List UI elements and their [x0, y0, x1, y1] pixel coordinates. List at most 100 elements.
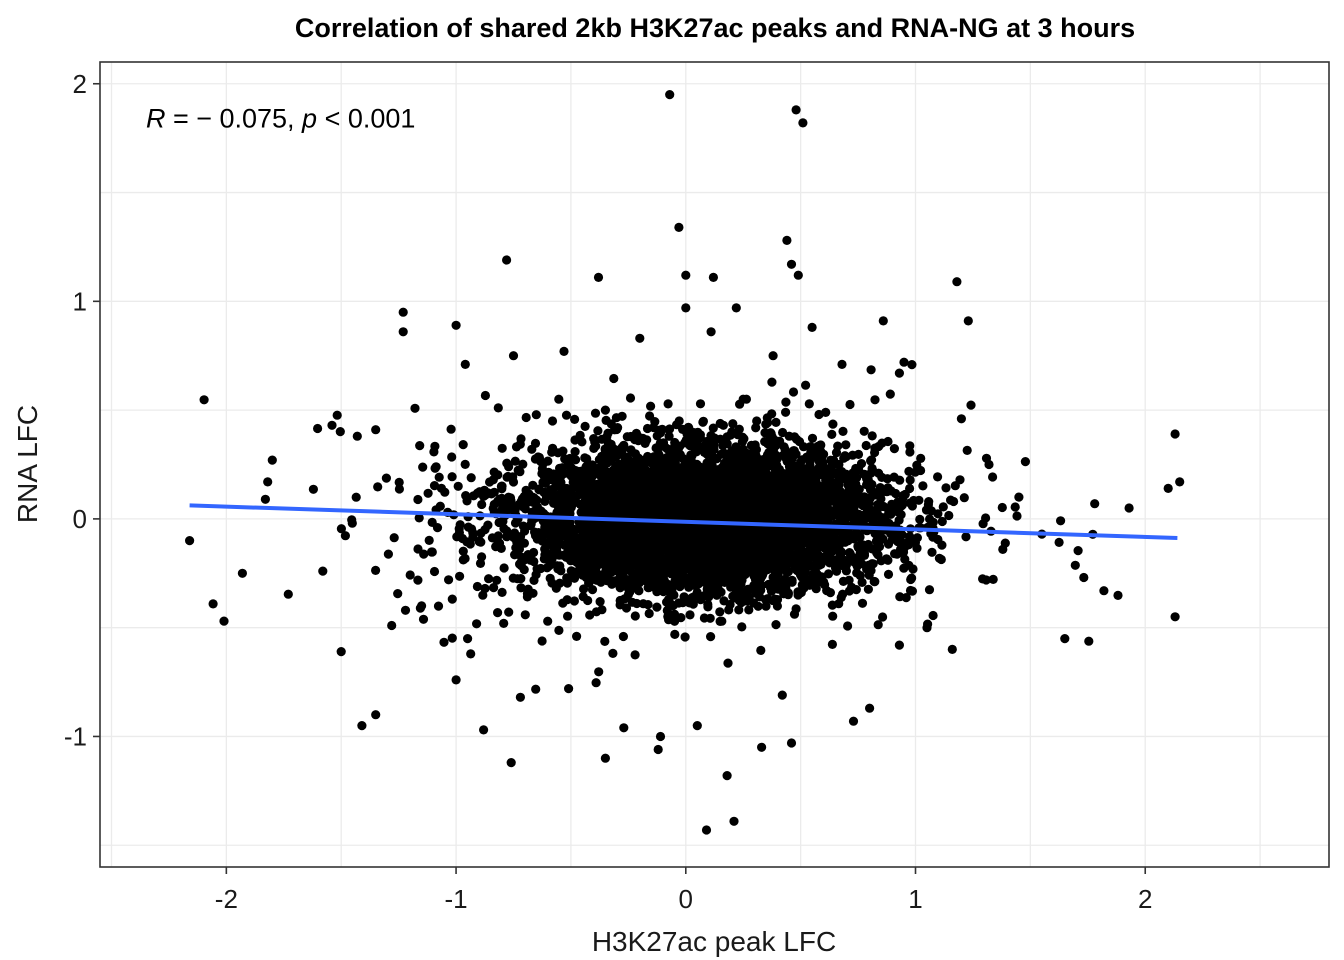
- data-point: [1079, 572, 1089, 583]
- data-point: [590, 408, 601, 418]
- data-point: [371, 565, 381, 576]
- data-point: [429, 566, 440, 577]
- data-point: [889, 444, 900, 454]
- data-point: [882, 474, 893, 484]
- data-point: [907, 586, 918, 596]
- data-point: [726, 538, 736, 548]
- data-point: [835, 499, 845, 509]
- data-point: [446, 424, 456, 434]
- data-point: [447, 594, 457, 604]
- data-point: [804, 399, 814, 409]
- data-point: [715, 616, 725, 627]
- data-point: [865, 493, 875, 503]
- data-point: [959, 493, 969, 503]
- data-point: [434, 472, 444, 482]
- data-point: [1012, 511, 1022, 521]
- data-point: [509, 550, 520, 560]
- data-point: [585, 577, 595, 587]
- data-point: [738, 493, 748, 503]
- data-point: [313, 423, 323, 434]
- data-point: [504, 607, 514, 617]
- data-point: [838, 576, 849, 587]
- data-point: [636, 482, 646, 493]
- data-point: [910, 467, 920, 477]
- data-point: [841, 440, 851, 450]
- data-point: [488, 475, 498, 485]
- data-point: [852, 528, 862, 538]
- data-point: [630, 611, 640, 621]
- data-point: [905, 475, 915, 485]
- data-point: [607, 579, 617, 589]
- data-point: [937, 516, 947, 527]
- data-point: [347, 515, 357, 525]
- data-point: [874, 468, 884, 478]
- data-point: [555, 561, 565, 571]
- data-point: [373, 482, 383, 492]
- data-point: [843, 536, 853, 546]
- data-point: [912, 460, 922, 470]
- data-point: [755, 581, 766, 591]
- data-point: [844, 548, 855, 558]
- data-point: [511, 442, 522, 452]
- data-point: [763, 439, 773, 449]
- data-point: [866, 456, 876, 466]
- data-point: [618, 631, 629, 642]
- data-point: [466, 473, 476, 483]
- data-point: [493, 403, 503, 413]
- data-point: [764, 579, 774, 590]
- data-point: [489, 583, 499, 593]
- data-point: [659, 464, 669, 474]
- data-point: [821, 476, 831, 486]
- data-point: [602, 458, 612, 468]
- data-point: [544, 561, 554, 571]
- data-point: [814, 560, 824, 570]
- data-point: [769, 573, 779, 583]
- data-point: [461, 491, 471, 501]
- data-point: [781, 407, 791, 417]
- data-point: [988, 472, 998, 482]
- data-point: [747, 547, 757, 557]
- data-point: [915, 514, 925, 525]
- data-point: [463, 522, 473, 532]
- data-point: [910, 538, 921, 548]
- data-point: [625, 587, 635, 597]
- data-point: [924, 585, 935, 595]
- data-point: [447, 452, 457, 462]
- data-point: [561, 410, 572, 420]
- data-point: [645, 411, 655, 421]
- data-point: [489, 467, 499, 477]
- data-point: [680, 632, 690, 642]
- data-point: [850, 492, 860, 502]
- data-point: [644, 608, 654, 619]
- data-point: [857, 577, 867, 588]
- data-point: [748, 508, 758, 518]
- data-point: [848, 450, 858, 460]
- data-point: [554, 625, 564, 636]
- data-point: [529, 575, 539, 586]
- data-point: [941, 483, 951, 493]
- data-point: [823, 512, 833, 522]
- data-point: [440, 487, 450, 497]
- data-point: [916, 453, 926, 463]
- data-point: [759, 540, 769, 551]
- data-point: [733, 430, 743, 440]
- data-point: [630, 488, 640, 499]
- data-point: [831, 556, 842, 566]
- data-point: [638, 599, 648, 609]
- data-point: [646, 401, 656, 411]
- data-point: [458, 546, 468, 556]
- data-point: [802, 452, 812, 462]
- data-point: [685, 610, 695, 620]
- data-point: [654, 575, 664, 585]
- data-point: [988, 574, 998, 585]
- data-point: [895, 592, 905, 602]
- data-point: [711, 564, 721, 574]
- data-point: [823, 555, 833, 565]
- data-point: [383, 549, 393, 559]
- data-point: [669, 530, 679, 540]
- data-point: [700, 590, 710, 600]
- data-point: [775, 436, 785, 446]
- data-point: [732, 586, 742, 596]
- data-point: [870, 395, 880, 405]
- data-point: [340, 531, 350, 541]
